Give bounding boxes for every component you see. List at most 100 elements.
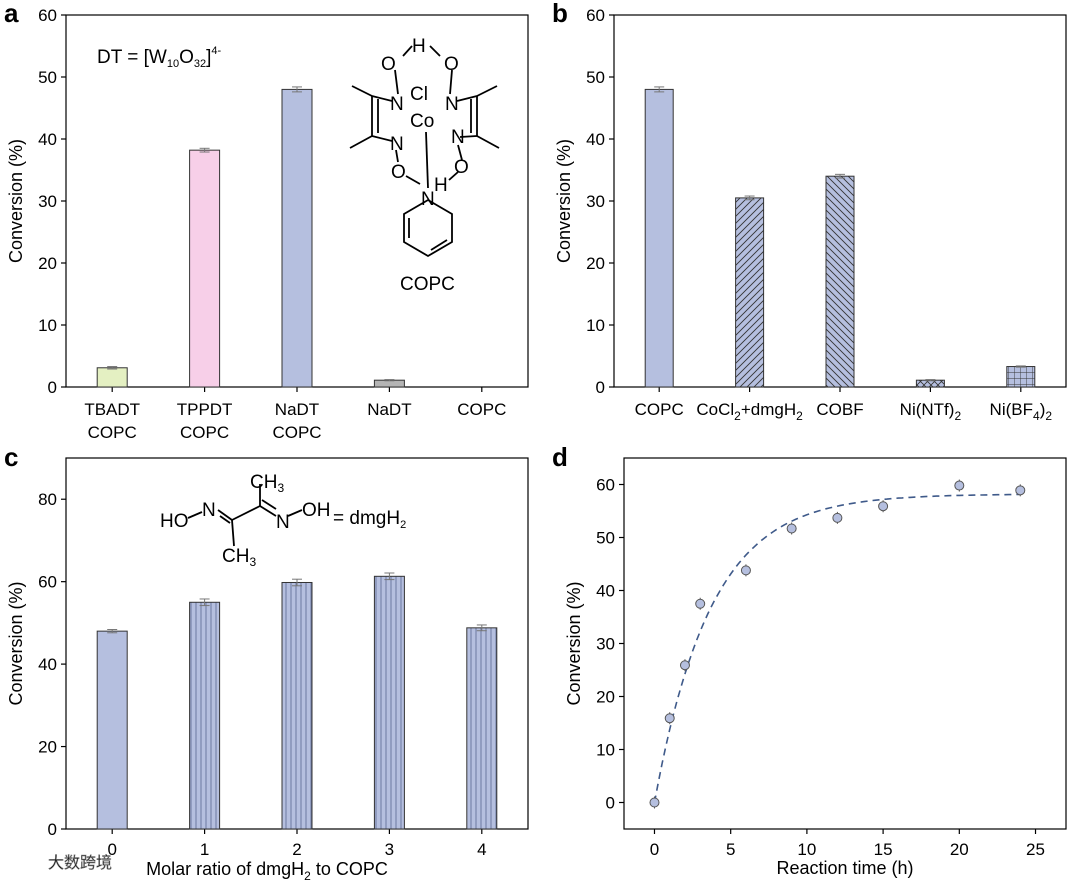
- svg-text:HO: HO: [160, 511, 189, 532]
- panel-b-ytick-label: 60: [586, 6, 605, 25]
- panel-c: 0 20 40 60 80 Conversion (%) 0 1 2 3 4 Molar ratio …: [6, 457, 529, 882]
- panel-a-category-label: COPC: [88, 423, 137, 442]
- panel-d-xtick-label: 15: [874, 840, 893, 859]
- panel-a-ytick-label: 10: [38, 316, 57, 335]
- panel-b-ytick-label: 20: [586, 254, 605, 273]
- panel-a-bar: [189, 149, 221, 388]
- panel-d-data-point: [679, 660, 690, 671]
- svg-text:Co: Co: [410, 111, 434, 132]
- svg-text:CH3: CH3: [250, 472, 284, 495]
- svg-text:N: N: [202, 500, 216, 521]
- panel-c-bar: [373, 575, 405, 830]
- panel-b-bar: [735, 197, 765, 388]
- panel-d-xtick-label: 5: [726, 840, 735, 859]
- copc-label: COPC: [400, 274, 455, 295]
- panel-c-xtick-label: 4: [477, 840, 486, 859]
- panel-d-data-point: [832, 512, 843, 523]
- panel-c-bar: [466, 627, 498, 830]
- panel-a-category-label: NaDT: [367, 400, 411, 419]
- panel-b-ytick-label: 10: [586, 316, 605, 335]
- panel-d-xtick-label: 25: [1026, 840, 1045, 859]
- panel-letter-d: d: [552, 442, 568, 472]
- panel-a-category-label: TPPDT: [177, 400, 233, 419]
- panel-a-category-label: COPC: [457, 400, 506, 419]
- panel-d-xtick-label: 0: [650, 840, 659, 859]
- svg-text:H: H: [412, 36, 426, 57]
- panel-c-xtick-label: 1: [200, 840, 209, 859]
- panel-b-bar: [644, 88, 674, 388]
- panel-b-y-axis-label: Conversion (%): [554, 139, 574, 263]
- panel-c-ytick-label: 40: [38, 655, 57, 674]
- panel-b-category-label: CoCl2+dmgH2: [696, 400, 803, 423]
- dmgh2-atoms: HO N N OH CH3 CH3 = dmgH2: [160, 472, 406, 569]
- panel-d-data-point: [1015, 485, 1026, 496]
- svg-text:N: N: [390, 134, 404, 155]
- panel-a-category-label: COPC: [272, 423, 321, 442]
- panel-c-ytick-label: 0: [48, 820, 57, 839]
- panel-b-category-label: COBF: [816, 400, 863, 419]
- panel-a-category-label: TBADT: [84, 400, 140, 419]
- panel-c-ytick-label: 20: [38, 738, 57, 757]
- panel-c-ytick-label: 80: [38, 490, 57, 509]
- panel-a-bar: [281, 88, 313, 388]
- panel-c-xtick-label: 2: [292, 840, 301, 859]
- copc-structure: [349, 45, 500, 258]
- panel-c-x-axis-label: Molar ratio of dmgH2 to COPC: [146, 859, 388, 882]
- panel-c-bar: [96, 630, 128, 830]
- panel-d-data-point: [664, 713, 675, 724]
- svg-text:N: N: [451, 127, 465, 148]
- panel-c-xtick-label: 3: [385, 840, 394, 859]
- dmgh2-structure: [187, 484, 303, 547]
- panel-letter-c: c: [4, 442, 18, 472]
- panel-d-ytick-label: 60: [596, 476, 615, 495]
- panel-a-y-axis-label: Conversion (%): [6, 139, 26, 263]
- panel-a-bar: [96, 367, 128, 388]
- svg-text:H: H: [434, 175, 448, 196]
- svg-text:= dmgH2: = dmgH2: [333, 508, 406, 531]
- panel-d-data-point: [786, 523, 797, 534]
- panel-b-ytick-label: 50: [586, 68, 605, 87]
- svg-text:O: O: [444, 54, 459, 75]
- svg-text:O: O: [381, 54, 396, 75]
- svg-text:N: N: [445, 94, 459, 115]
- panel-d-data-point: [878, 501, 889, 512]
- panel-a-ytick-label: 20: [38, 254, 57, 273]
- panel-a-ytick-label: 50: [38, 68, 57, 87]
- panel-d-plot-frame: [623, 457, 1067, 830]
- panel-b-ytick-label: 0: [596, 378, 605, 397]
- svg-text:Cl: Cl: [410, 84, 428, 105]
- panel-letter-a: a: [4, 0, 19, 28]
- panel-b: 0 10 20 30 40 50 60 Conversion (%) COPC CoCl2+dmg…: [554, 6, 1067, 423]
- panel-d-data-point: [649, 797, 660, 808]
- panel-c-bar: [281, 581, 313, 830]
- copc-atoms: H O O Cl N N Co N N O O H N COPC: [381, 36, 469, 295]
- dt-formula: DT = [W10O32]4-: [97, 45, 222, 70]
- panel-d-ytick-label: 40: [596, 582, 615, 601]
- panel-a-ytick-label: 30: [38, 192, 57, 211]
- panel-d: 0 10 20 30 40 50 60 Conversion (%) 0 5 10 15 20 25 Rea…: [564, 457, 1067, 878]
- panel-a: 0 10 20 30 40 50 60 Conversion (%) TBADT COPC TPPD…: [6, 6, 529, 442]
- panel-d-data-point: [740, 565, 751, 576]
- svg-text:CH3: CH3: [222, 546, 256, 569]
- panel-c-xtick-label: 0: [107, 840, 116, 859]
- panel-b-category-label: Ni(BF4)2: [990, 400, 1053, 423]
- panel-c-bar: [189, 601, 221, 830]
- svg-text:OH: OH: [302, 500, 331, 521]
- panel-d-x-axis-label: Reaction time (h): [776, 858, 913, 878]
- panel-d-ytick-label: 50: [596, 529, 615, 548]
- panel-d-xtick-label: 10: [797, 840, 816, 859]
- panel-c-ytick-label: 60: [38, 573, 57, 592]
- panel-d-ytick-label: 10: [596, 741, 615, 760]
- panel-d-data-point: [954, 480, 965, 491]
- panel-b-category-label: Ni(NTf)2: [900, 400, 962, 423]
- panel-d-xtick-label: 20: [950, 840, 969, 859]
- panel-a-ytick-label: 40: [38, 130, 57, 149]
- svg-text:O: O: [391, 162, 406, 183]
- watermark: 大数跨境: [48, 853, 112, 872]
- svg-text:N: N: [390, 94, 404, 115]
- panel-b-category-label: COPC: [635, 400, 684, 419]
- panel-c-y-axis-label: Conversion (%): [6, 581, 26, 705]
- panel-b-ytick-label: 40: [586, 130, 605, 149]
- panel-a-ytick-label: 60: [38, 6, 57, 25]
